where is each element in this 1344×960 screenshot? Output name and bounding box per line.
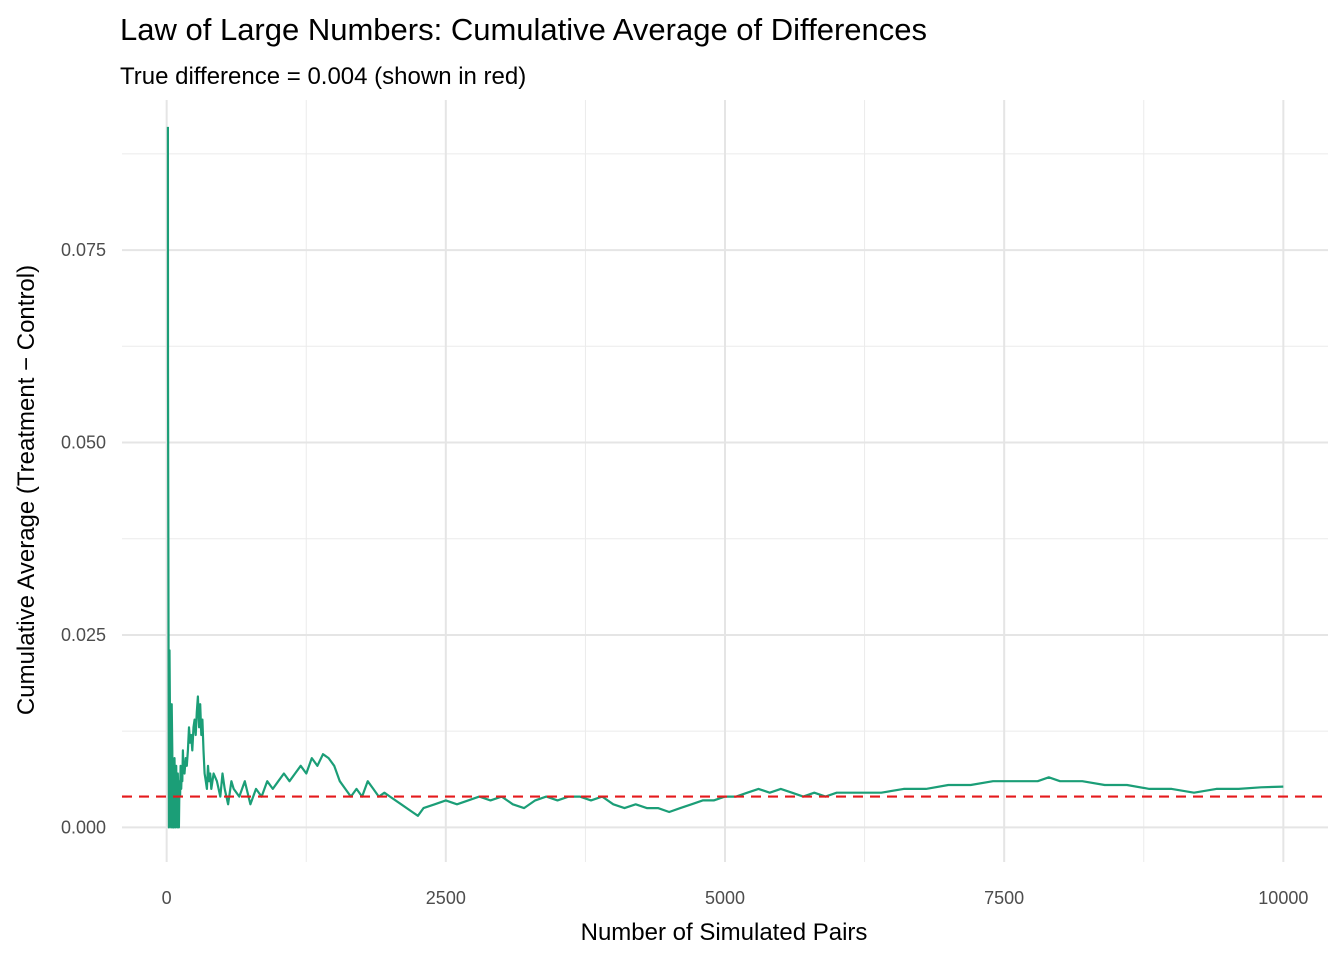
x-axis-title: Number of Simulated Pairs — [581, 919, 868, 946]
major-gridlines — [122, 100, 1328, 862]
series-layer — [166, 126, 1284, 829]
y-axis-title: Cumulative Average (Treatment − Control) — [13, 265, 40, 715]
y-tick-label: 0.075 — [61, 240, 106, 260]
x-tick-label: 0 — [162, 888, 172, 908]
x-tick-labels: 0 2500 5000 7500 10000 — [162, 888, 1309, 908]
y-tick-label: 0.025 — [61, 625, 106, 645]
x-tick-label: 10000 — [1258, 888, 1308, 908]
x-tick-label: 7500 — [984, 888, 1024, 908]
y-tick-label: 0.050 — [61, 433, 106, 453]
chart-subtitle: True difference = 0.004 (shown in red) — [120, 63, 526, 90]
x-tick-label: 2500 — [426, 888, 466, 908]
series-line-0 — [166, 126, 1284, 829]
y-tick-labels: 0.000 0.025 0.050 0.075 — [61, 240, 106, 837]
y-tick-label: 0.000 — [61, 817, 106, 837]
x-tick-label: 5000 — [705, 888, 745, 908]
chart-title: Law of Large Numbers: Cumulative Average… — [120, 12, 927, 47]
